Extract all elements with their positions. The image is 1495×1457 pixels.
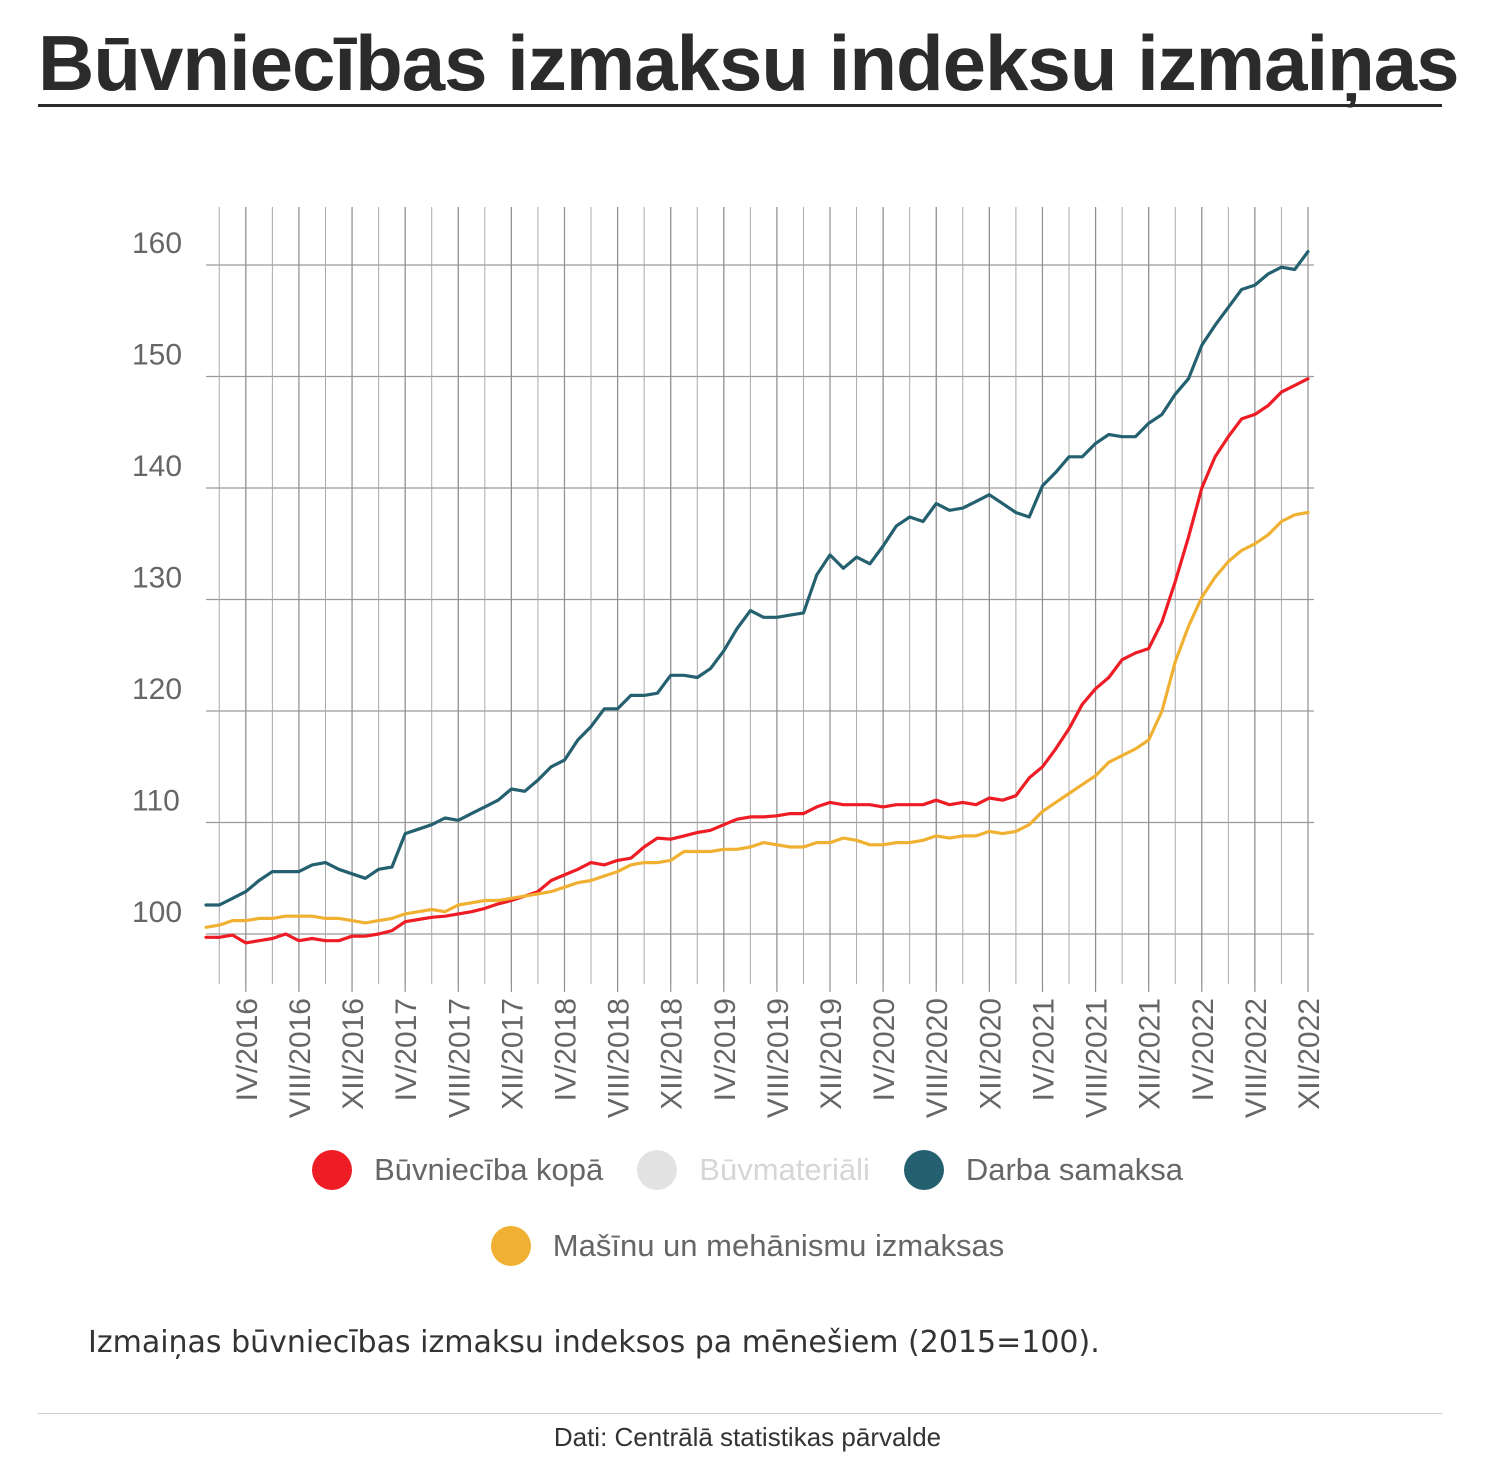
x-tick-label: VIII/2016 [284,998,317,1118]
y-tick-label: 100 [132,896,182,929]
x-tick-label: XII/2021 [1134,998,1167,1110]
x-tick-label: VIII/2017 [443,998,476,1118]
x-tick-label: XII/2017 [496,998,529,1110]
series-line-0 [204,377,1310,945]
x-tick-label: VIII/2021 [1081,998,1114,1118]
x-tick-label: XII/2019 [815,998,848,1110]
legend-marker-darba-samaksa [903,1150,944,1190]
legend-label: Mašīnu un mehānismu izmaksas [552,1228,1005,1263]
x-tick-label: IV/2018 [549,998,582,1101]
chart-caption: Izmaiņas būvniecības izmaksu indeksos pa… [88,1325,1100,1360]
x-tick-label: XII/2020 [974,998,1007,1110]
x-tick-label: IV/2022 [1187,998,1220,1101]
x-tick-label: VIII/2022 [1240,998,1273,1118]
x-tick-label: VIII/2019 [762,998,795,1118]
y-tick-label: 110 [132,785,180,818]
x-tick-label: IV/2019 [709,998,742,1101]
y-axis-ticks: 100 110 120 130 140 150 160 [132,227,182,929]
legend-label: Būvmateriāli [699,1152,870,1187]
x-tick-label: IV/2020 [868,998,901,1101]
legend-marker-buvnieciba-kopa [312,1150,353,1190]
series-line-2 [204,250,1310,907]
footer-divider [38,1413,1442,1414]
series-lines [204,250,1310,945]
x-tick-label: VIII/2020 [921,998,954,1118]
y-tick-label: 160 [132,227,182,260]
y-tick-label: 140 [132,450,182,483]
line-chart: 100 110 120 130 140 150 160 IV/2016 VIII/2016 XI… [132,207,1326,1118]
chart-title: Būvniecības izmaksu indeksu izmaiņas [38,19,1460,107]
legend-item-darba-samaksa[interactable]: Darba samaksa [903,1150,1183,1190]
grid-lines [206,207,1314,992]
series-line-3 [204,510,1310,929]
x-tick-label: XII/2016 [337,998,370,1110]
legend-row-2: Mašīnu un mehānismu izmaksas [0,1226,1495,1266]
legend-marker-buvmateriali [637,1150,678,1190]
y-tick-label: 150 [132,339,182,372]
x-tick-label: XII/2018 [656,998,689,1110]
data-source: Dati: Centrālā statistikas pārvalde [553,1422,942,1452]
title-underline [38,104,1442,107]
legend-row-1: Būvniecība kopā Būvmateriāli Darba samak… [0,1150,1495,1190]
x-tick-label: IV/2021 [1027,998,1060,1101]
legend-label: Darba samaksa [965,1152,1183,1187]
legend-item-buvmateriali[interactable]: Būvmateriāli [637,1150,870,1190]
legend-item-buvnieciba-kopa[interactable]: Būvniecība kopā [312,1150,603,1190]
x-tick-label: IV/2017 [390,998,423,1101]
legend-label: Būvniecība kopā [374,1152,604,1187]
legend-item-masinu-izmaksas[interactable]: Mašīnu un mehānismu izmaksas [490,1226,1005,1266]
legend-marker-masinu-izmaksas [490,1226,531,1266]
y-tick-label: 120 [132,673,182,706]
x-tick-label: IV/2016 [231,998,264,1101]
y-tick-label: 130 [132,562,182,595]
x-tick-label: XII/2022 [1293,998,1326,1110]
x-axis-ticks: IV/2016 VIII/2016 XII/2016 IV/2017 VIII/2017… [231,998,1326,1118]
x-tick-label: VIII/2018 [603,998,636,1118]
